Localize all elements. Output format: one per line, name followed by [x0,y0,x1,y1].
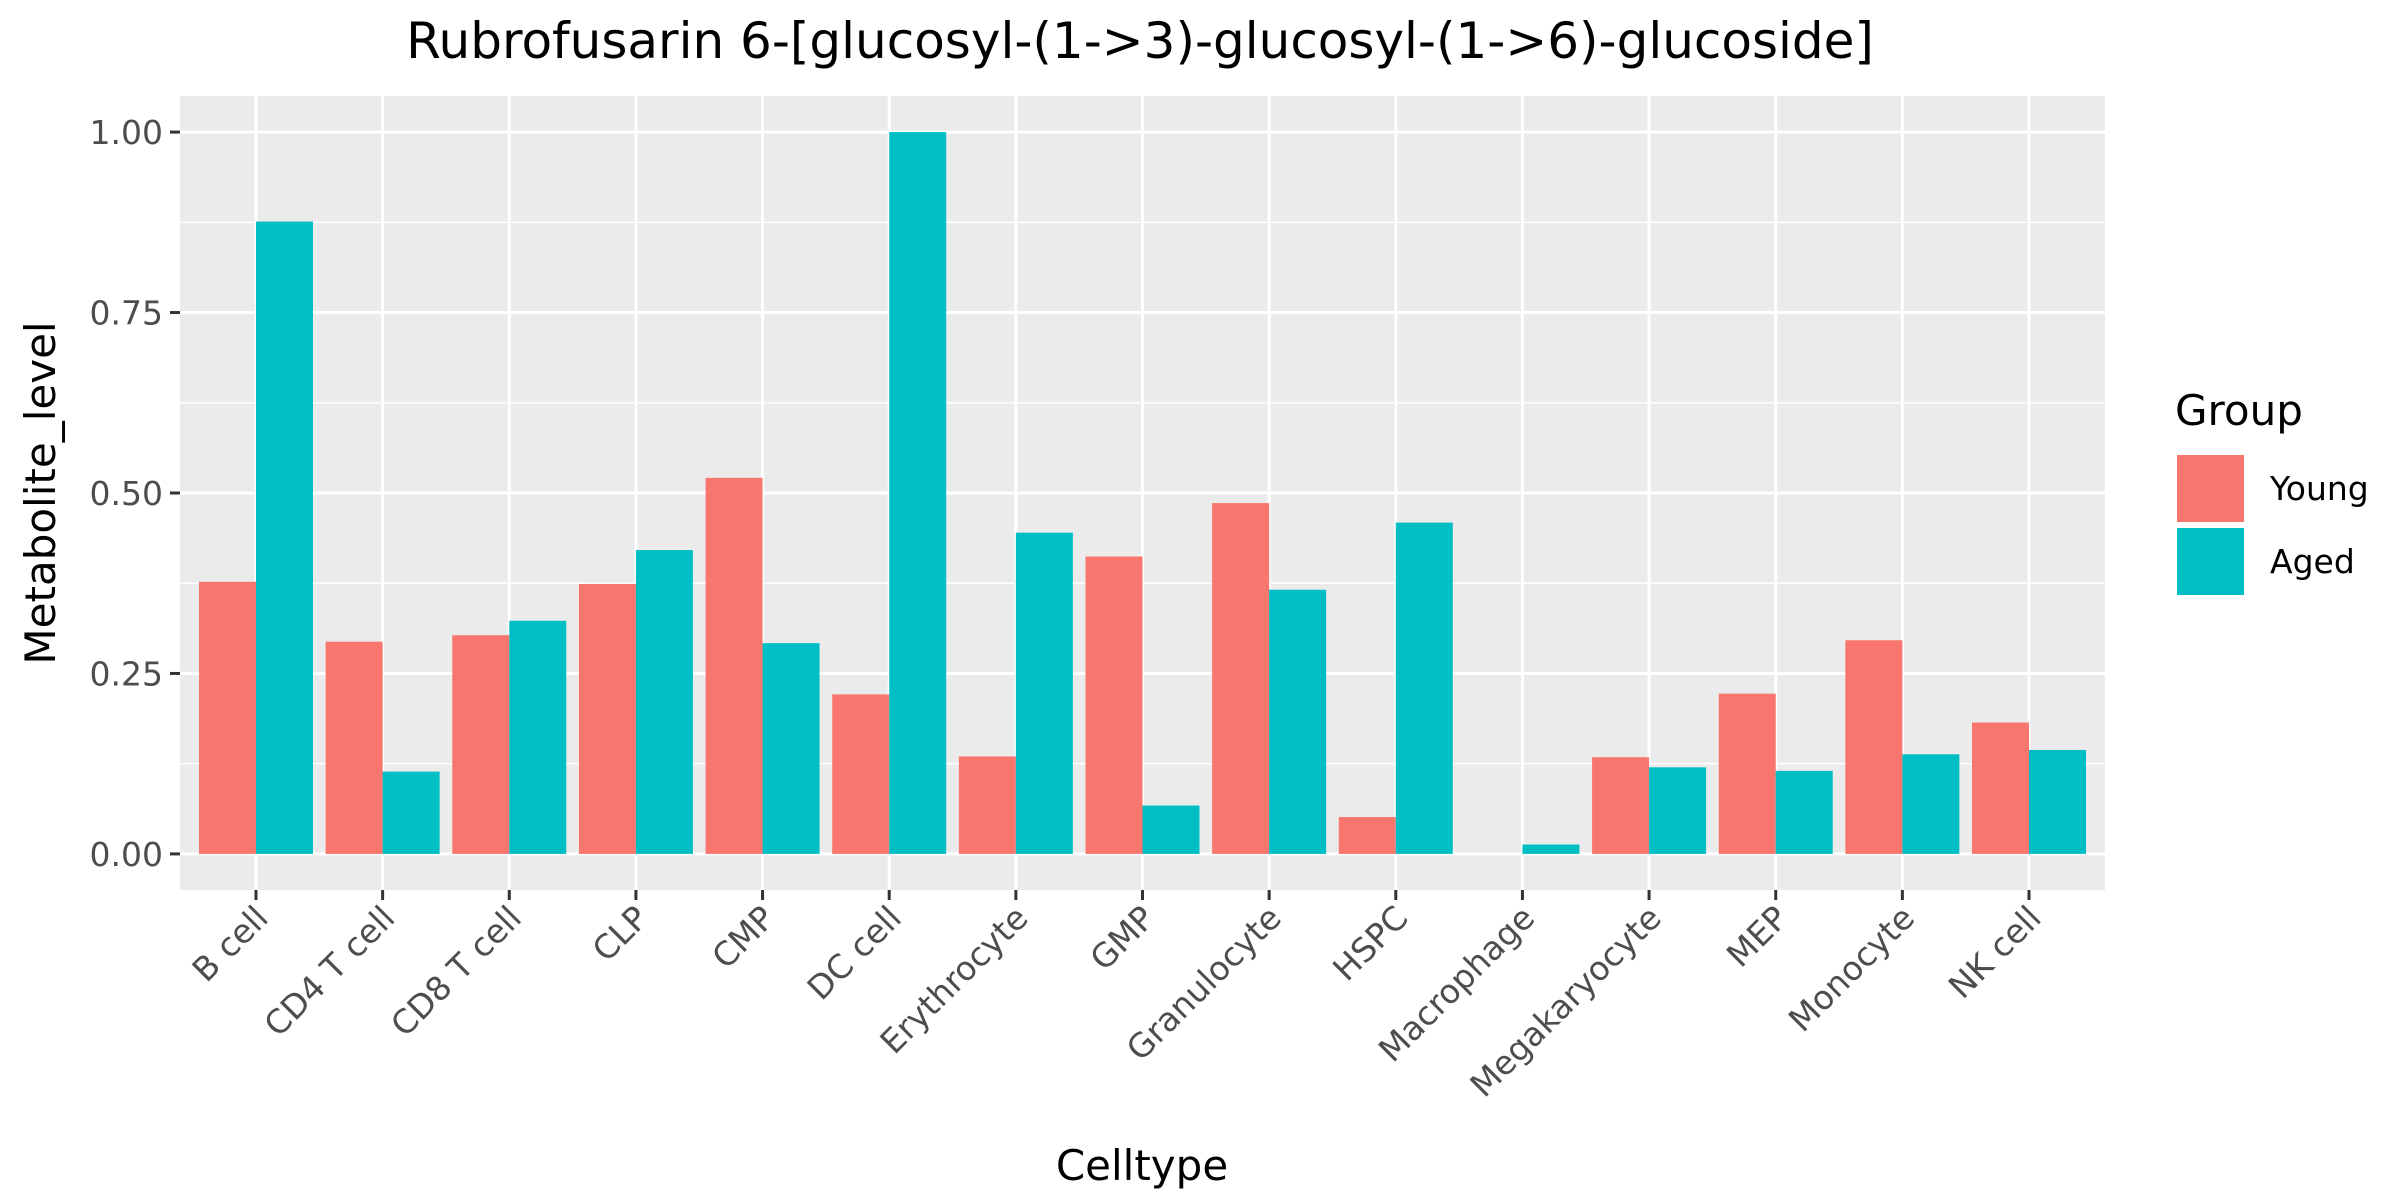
bar-young [1718,693,1776,854]
x-tick-label: DC cell [799,898,908,1007]
bar-aged [1395,522,1453,854]
bar-young [832,694,890,854]
legend: Group Young Aged [2175,386,2369,595]
bar-aged [509,620,567,854]
x-tick-label: GMP [1082,898,1162,978]
y-axis-title: Metabolite_level [16,321,65,664]
x-tick-label: CMP [704,898,782,976]
bar-aged [1522,844,1580,854]
bar-aged [1902,754,1960,854]
bar-young [1592,757,1650,854]
bar-young [1338,817,1396,854]
bar-young [198,581,256,854]
x-tick-label: MEP [1719,898,1796,975]
bars [198,132,2087,854]
bar-aged [382,771,440,854]
y-tick-label: 0.50 [90,474,163,513]
y-tick-label: 0.00 [90,835,163,874]
bar-young [1845,640,1903,854]
bar-aged [1142,805,1200,854]
legend-key-young [2177,455,2244,522]
bar-young [1085,556,1143,854]
x-tick-label: CD8 T cell [383,898,529,1044]
bar-young [705,477,763,854]
legend-key-aged [2177,528,2244,595]
bar-aged [1269,589,1327,854]
bar-aged [889,132,947,854]
bar-aged [1649,767,1707,854]
x-tick-label: NK cell [1941,898,2049,1006]
bar-young [1972,722,2030,854]
bar-aged [1015,532,1073,854]
x-tick-label: CD4 T cell [256,898,402,1044]
bar-aged [762,643,820,854]
legend-label-young: Young [2269,469,2369,508]
x-tick-label: HSPC [1325,898,1415,988]
bar-aged [255,221,313,854]
bar-young [1212,503,1270,854]
y-tick-label: 0.75 [90,294,163,333]
x-tick-label: CLP [585,898,656,969]
x-tick-label: B cell [184,898,275,989]
x-axis-title: Celltype [1056,1141,1228,1190]
y-tick-label: 0.25 [90,654,163,693]
bar-young [325,641,383,854]
bar-young [452,635,510,854]
bar-aged [635,550,693,854]
legend-title: Group [2175,386,2303,435]
x-tick-label: Monocyte [1781,898,1922,1039]
bar-young [958,756,1016,854]
chart-title: Rubrofusarin 6-[glucosyl-(1->3)-glucosyl… [406,12,1874,70]
bar-aged [2029,749,2087,854]
bar-young [578,583,636,854]
legend-label-aged: Aged [2270,542,2355,581]
y-tick-label: 1.00 [90,113,163,152]
bar-aged [1775,770,1833,854]
